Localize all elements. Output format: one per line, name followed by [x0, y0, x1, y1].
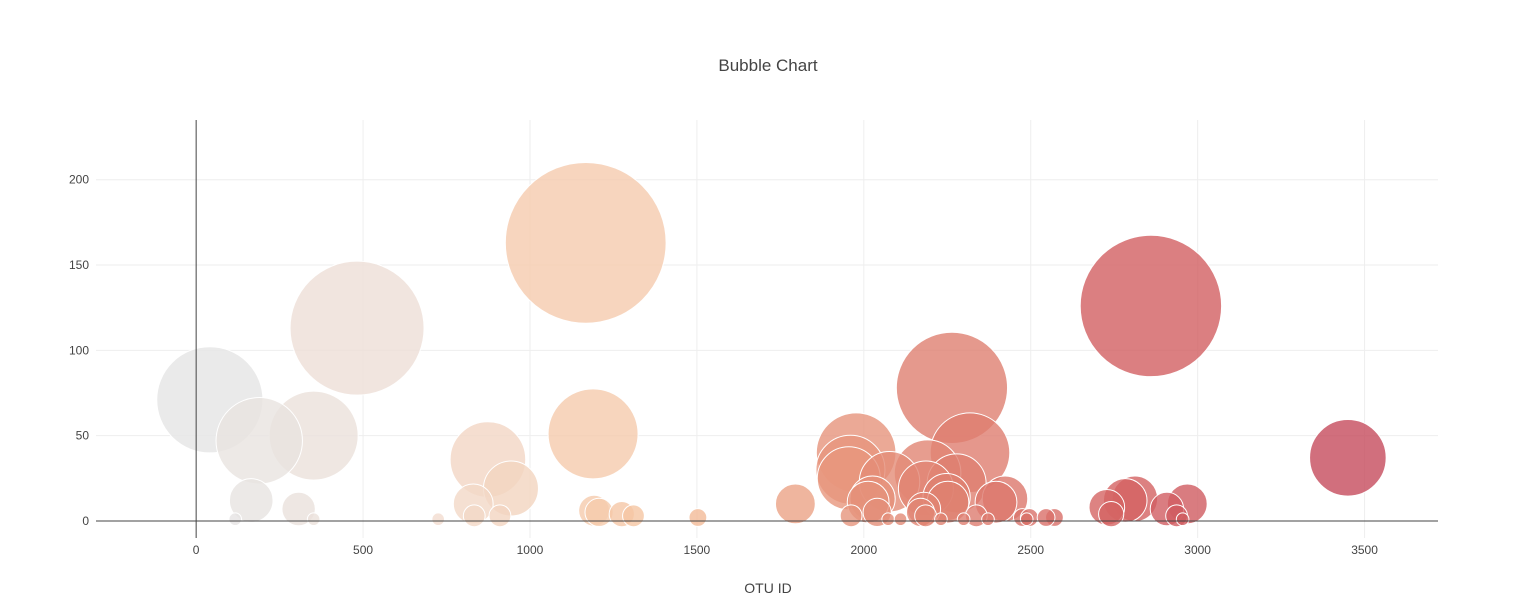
- x-tick-label: 0: [193, 543, 200, 557]
- x-tick-label: 500: [353, 543, 373, 557]
- y-tick-label: 0: [82, 514, 89, 528]
- y-tick-label: 100: [69, 343, 89, 357]
- y-tick-label: 150: [69, 258, 89, 272]
- bubble-point[interactable]: [306, 512, 321, 527]
- bubble-point[interactable]: [1175, 512, 1190, 527]
- bubble-point[interactable]: [289, 260, 425, 396]
- x-tick-label: 3500: [1351, 543, 1378, 557]
- bubble-point[interactable]: [228, 512, 243, 527]
- x-tick-label: 1500: [684, 543, 711, 557]
- bubble-point[interactable]: [431, 512, 445, 527]
- x-axis-title: OTU ID: [744, 580, 791, 596]
- bubble-point[interactable]: [956, 512, 971, 527]
- bubble-point[interactable]: [622, 504, 645, 528]
- bubble-layer: [156, 161, 1387, 528]
- bubble-point[interactable]: [281, 491, 316, 527]
- chart-title: Bubble Chart: [718, 56, 818, 75]
- bubble-point[interactable]: [228, 478, 274, 523]
- bubble-point[interactable]: [1019, 512, 1034, 527]
- bubble-point[interactable]: [981, 512, 995, 527]
- y-tick-label: 200: [69, 173, 89, 187]
- bubble-point[interactable]: [934, 512, 948, 527]
- x-tick-label: 2500: [1017, 543, 1044, 557]
- bubble-point[interactable]: [839, 504, 863, 528]
- bubble-point[interactable]: [547, 388, 639, 480]
- bubble-point[interactable]: [774, 483, 816, 525]
- bubble-point[interactable]: [1309, 419, 1387, 497]
- bubble-point[interactable]: [893, 512, 908, 527]
- bubble-point[interactable]: [914, 504, 937, 528]
- bubble-point[interactable]: [504, 161, 667, 324]
- bubble-point[interactable]: [462, 504, 486, 528]
- bubble-point[interactable]: [1036, 508, 1056, 527]
- x-tick-label: 2000: [850, 543, 877, 557]
- bubble-point[interactable]: [1098, 501, 1125, 528]
- bubble-point[interactable]: [881, 512, 895, 527]
- bubble-point[interactable]: [688, 508, 708, 527]
- bubble-point[interactable]: [1079, 234, 1223, 378]
- y-tick-label: 50: [76, 429, 90, 443]
- bubble-point[interactable]: [215, 397, 303, 485]
- bubble-point[interactable]: [488, 504, 512, 528]
- axes: 0 500 1000 1500 2000 2500 3000 3500 0 50 100 150 200: [69, 120, 1438, 557]
- x-tick-label: 1000: [517, 543, 544, 557]
- x-tick-label: 3000: [1184, 543, 1211, 557]
